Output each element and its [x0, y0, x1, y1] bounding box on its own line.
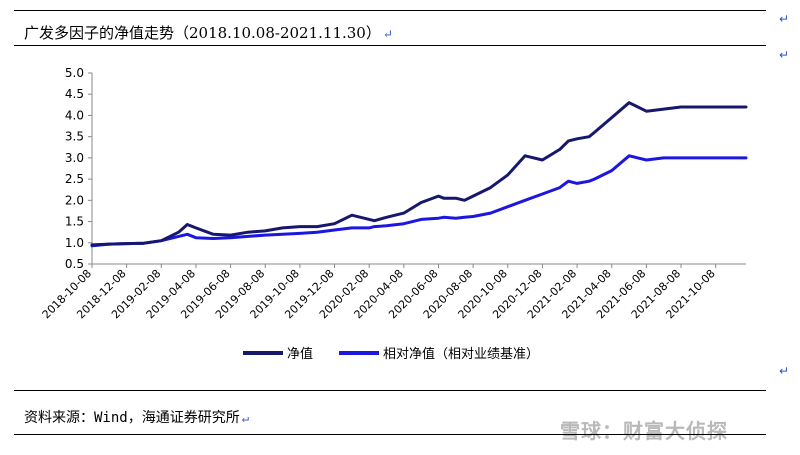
y-tick-label: 4.5	[65, 87, 84, 101]
series-line-benchmark	[90, 154, 748, 248]
title-rule	[14, 45, 766, 46]
y-axis-ticks: 0.5 1.0 1.5 2.0 2.5 3.0 3.5 4.0 4.5 5.0	[65, 66, 92, 271]
return-mark-right: ↵	[779, 48, 790, 62]
y-tick-label: 1.5	[65, 215, 84, 229]
return-mark-title: ↵	[382, 27, 393, 41]
chart-series	[90, 101, 748, 248]
legend-label-nav: 净值	[287, 346, 313, 362]
chart-title-text: 广发多因子的净值走势（2018.10.08-2021.11.30）	[24, 24, 381, 42]
source-note: 资料来源：Wind，海通证券研究所 ↵	[24, 407, 249, 427]
y-tick-label: 2.5	[65, 172, 84, 186]
y-tick-label: 1.0	[65, 236, 84, 250]
y-tick-label: 3.0	[65, 151, 84, 165]
return-mark-bottom: ↵	[779, 364, 790, 378]
chart-axes	[91, 73, 746, 265]
source-top-rule	[14, 390, 766, 391]
top-rule	[14, 10, 766, 11]
watermark: 雪球：财富大侦探	[560, 419, 728, 443]
chart-title: 广发多因子的净值走势（2018.10.08-2021.11.30） ↵	[24, 22, 393, 43]
y-tick-label: 3.5	[65, 130, 84, 144]
return-mark-source: ↵	[241, 411, 249, 425]
legend-label-benchmark: 相对净值（相对业绩基准）	[383, 346, 539, 362]
y-tick-label: 4.0	[65, 108, 84, 122]
source-text: 资料来源：Wind，海通证券研究所	[24, 410, 240, 426]
y-tick-label: 2.0	[65, 193, 84, 207]
source-bottom-rule	[14, 434, 766, 435]
y-tick-label: 5.0	[65, 66, 84, 80]
chart-legend: 净值 相对净值（相对业绩基准）	[243, 346, 539, 362]
series-line-nav	[90, 101, 748, 247]
y-tick-label: 0.5	[65, 257, 84, 271]
return-mark-top: ↵	[779, 12, 790, 26]
x-axis-ticks: 2018-10-082018-12-082019-02-082019-04-08…	[40, 264, 718, 321]
